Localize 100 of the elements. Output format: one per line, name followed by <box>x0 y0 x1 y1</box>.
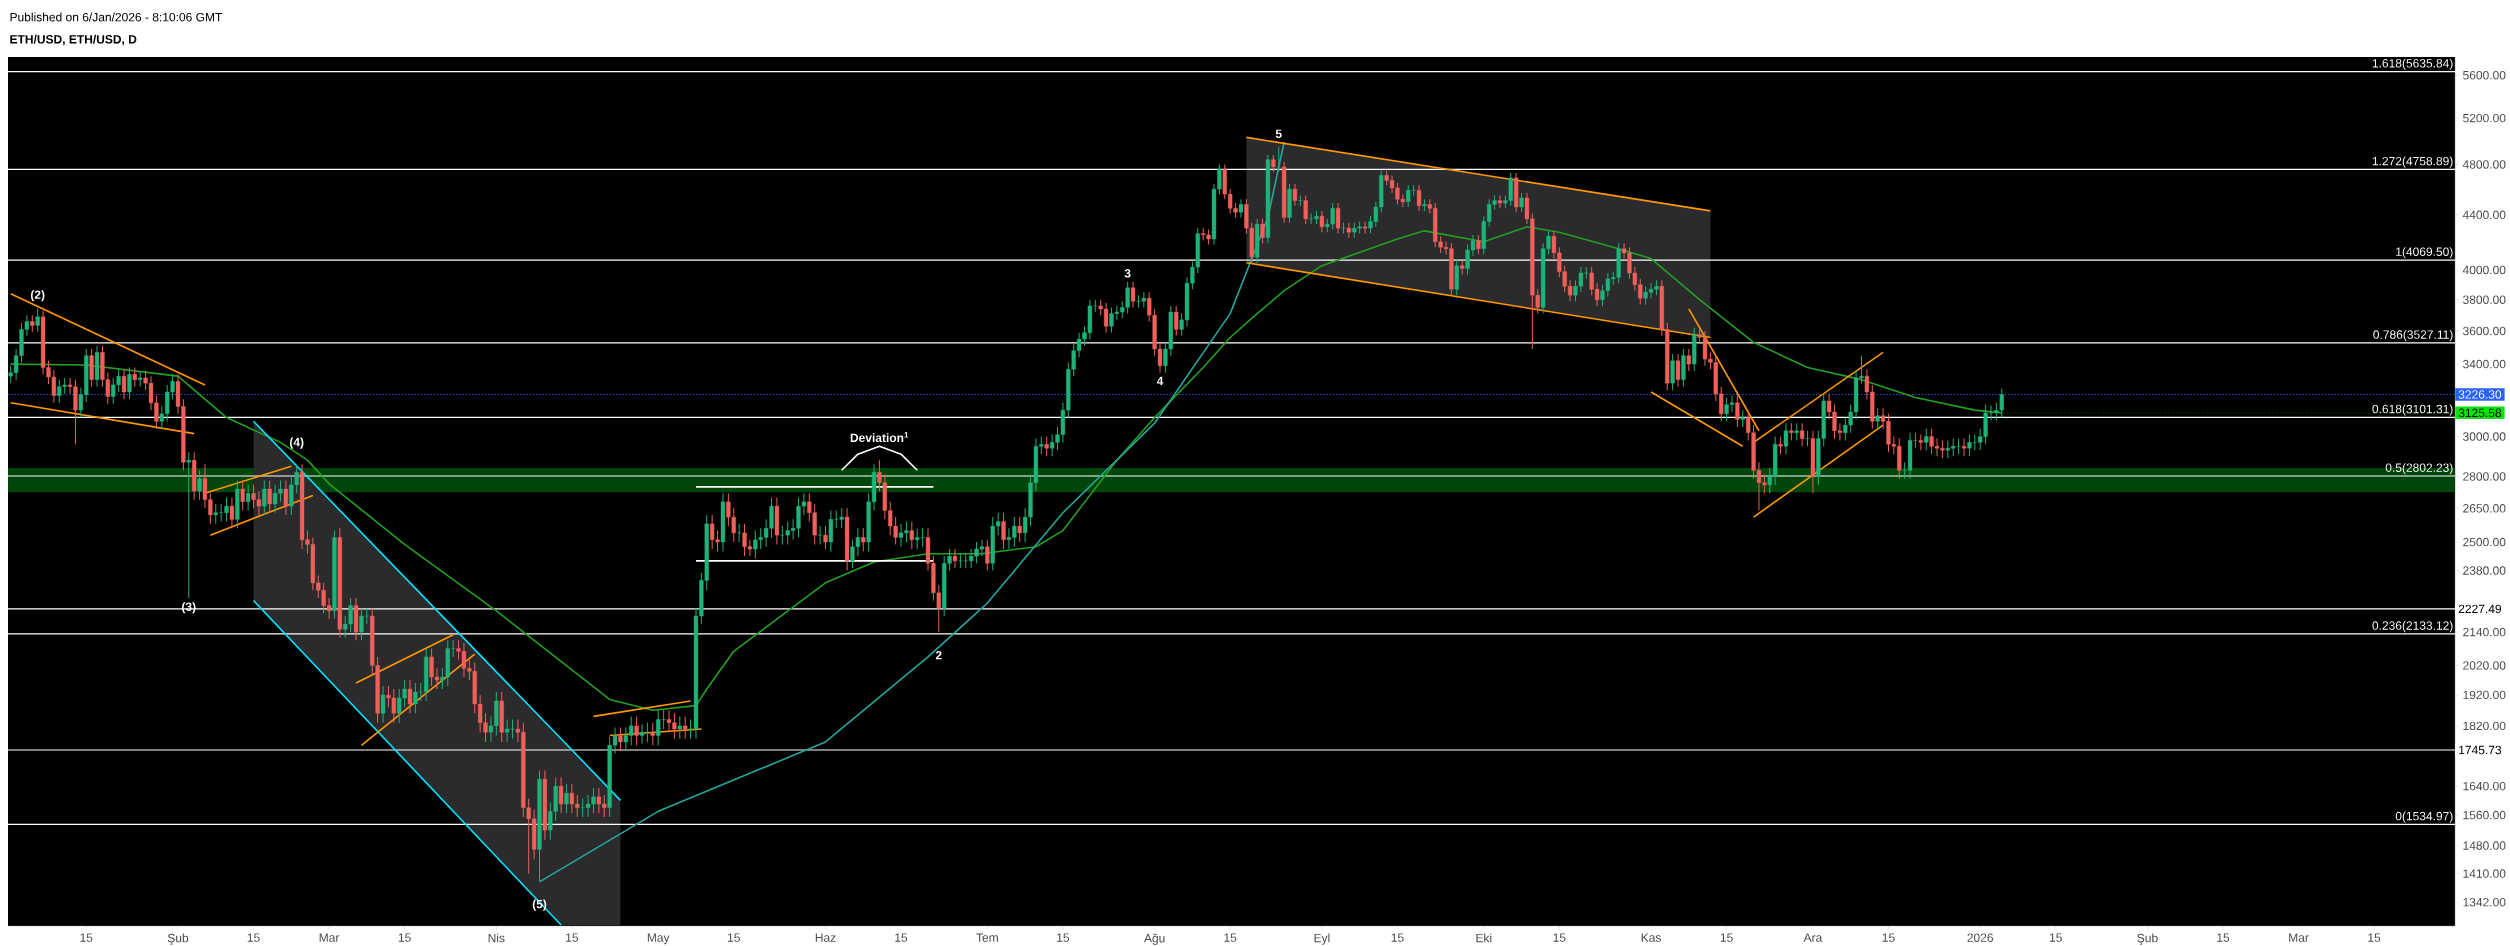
candlestick <box>1735 395 1740 428</box>
x-tick-label: 15 <box>2217 933 2230 942</box>
candlestick <box>817 525 823 545</box>
candlestick <box>1681 348 1686 388</box>
x-tick-label: Eki <box>1476 933 1492 943</box>
candlestick <box>1174 305 1179 337</box>
candlestick <box>262 480 267 516</box>
x-tick-label: 15 <box>1553 933 1566 942</box>
x-tick-label: 15 <box>566 933 579 942</box>
candlestick <box>1783 422 1789 455</box>
candlestick <box>1298 194 1303 207</box>
candlestick <box>283 480 289 516</box>
candlestick <box>985 539 990 572</box>
candlestick <box>952 548 958 569</box>
y-tick-label: 2020.00 <box>2463 661 2506 670</box>
x-tick-label: 15 <box>1720 933 1733 942</box>
candlestick <box>186 451 191 599</box>
annotation: 3125.58 <box>2458 408 2502 418</box>
candlestick <box>650 722 655 746</box>
annotation: Deviation$^{1}$ <box>850 432 909 443</box>
candlestick <box>639 723 645 745</box>
annotation: 4 <box>1156 376 1164 386</box>
x-tick-label: 15 <box>398 933 411 942</box>
x-tick-label: Kas <box>1641 933 1661 942</box>
y-tick-label: 1640.00 <box>2463 781 2506 791</box>
x-tick-label: May <box>647 933 670 945</box>
x-tick-label: Şub <box>2137 933 2158 945</box>
candlestick <box>1799 422 1805 447</box>
y-tick-label: 1410.00 <box>2463 869 2506 878</box>
candlestick <box>197 469 202 501</box>
chart-title: ETH/USD, ETH/USD, D <box>10 34 137 46</box>
annotation: 2 <box>935 650 942 660</box>
candlestick <box>1961 437 1967 457</box>
candlestick <box>1497 194 1503 209</box>
candlestick <box>618 726 623 751</box>
candlestick <box>240 480 245 512</box>
ref-line-label: 1745.73 <box>2459 745 2502 755</box>
candlestick <box>1670 353 1675 391</box>
y-tick-label: 2500.00 <box>2463 537 2506 547</box>
y-tick-label: 5200.00 <box>2463 113 2506 123</box>
ref-line-label: 0.786(3527.11) <box>2373 329 2453 342</box>
line-series <box>538 141 1285 883</box>
x-tick-label: 15 <box>2368 933 2381 942</box>
annotation: 5 <box>1275 129 1282 138</box>
candlestick <box>909 521 914 550</box>
y-tick-label: 2650.00 <box>2463 504 2506 513</box>
candlestick <box>1130 281 1136 308</box>
candlestick <box>1675 353 1681 388</box>
x-tick-label: Şub <box>167 933 189 945</box>
y-tick-label: 4000.00 <box>2462 265 2506 275</box>
y-tick-label: 2140.00 <box>2463 627 2506 637</box>
y-tick-label: 1480.00 <box>2463 841 2506 850</box>
candlestick <box>1686 348 1691 372</box>
candlestick <box>634 715 639 746</box>
candlestick <box>683 715 688 740</box>
y-tick-label: 4400.00 <box>2462 210 2506 220</box>
candlestick <box>828 510 834 552</box>
x-tick-label: 15 <box>727 933 740 942</box>
candlestick <box>1001 512 1006 550</box>
candlestick <box>558 776 564 814</box>
x-tick-label: 15 <box>2049 933 2062 942</box>
candlestick <box>677 715 682 740</box>
candlestick <box>1346 222 1352 239</box>
y-tick-label: 2380.00 <box>2463 566 2506 575</box>
x-tick-label: 15 <box>1057 933 1070 942</box>
ref-line-label: 1(4069.50) <box>2396 247 2453 259</box>
y-tick-label: 1560.00 <box>2463 810 2506 820</box>
candlestick <box>1044 436 1049 457</box>
candlestick <box>127 366 132 400</box>
candlestick <box>564 783 569 814</box>
x-tick-label: 15 <box>1882 933 1895 942</box>
x-tick-label: Ara <box>1803 933 1823 942</box>
ref-line-label: 0.618(3101.31) <box>2372 404 2453 416</box>
annotation: (2) <box>30 290 45 302</box>
candlestick <box>1292 183 1298 207</box>
y-tick-label: 1820.00 <box>2463 721 2506 731</box>
candlestick <box>504 719 510 743</box>
ref-line-label: 1.618(5635.84) <box>2372 58 2453 70</box>
candlestick <box>737 523 742 543</box>
candlestick <box>1017 516 1022 543</box>
y-tick-label: 3800.00 <box>2463 295 2506 304</box>
y-tick-label: 2800.00 <box>2463 472 2506 481</box>
candlestick <box>89 348 94 388</box>
ref-line-label: 0(1534.97) <box>2395 811 2453 823</box>
ref-line-label: 1.272(4758.89) <box>2372 156 2453 168</box>
y-tick-label: 3600.00 <box>2463 326 2506 336</box>
candlestick <box>861 527 866 552</box>
x-tick-label: Haz <box>815 933 836 942</box>
candlestick <box>1319 210 1325 233</box>
x-tick-label: Nis <box>488 933 505 943</box>
candlestick <box>1476 234 1481 255</box>
y-tick-label: 1920.00 <box>2463 690 2506 700</box>
candlestick <box>132 366 137 388</box>
x-tick-label: 15 <box>1224 933 1237 942</box>
x-tick-label: Eyl <box>1314 933 1330 945</box>
ref-line-label: 0.5(2802.23) <box>2385 463 2453 475</box>
x-tick-label: 15 <box>80 933 93 942</box>
candlestick <box>245 484 251 512</box>
y-tick-label: 4800.00 <box>2462 160 2506 169</box>
candlestick <box>1276 146 1281 173</box>
